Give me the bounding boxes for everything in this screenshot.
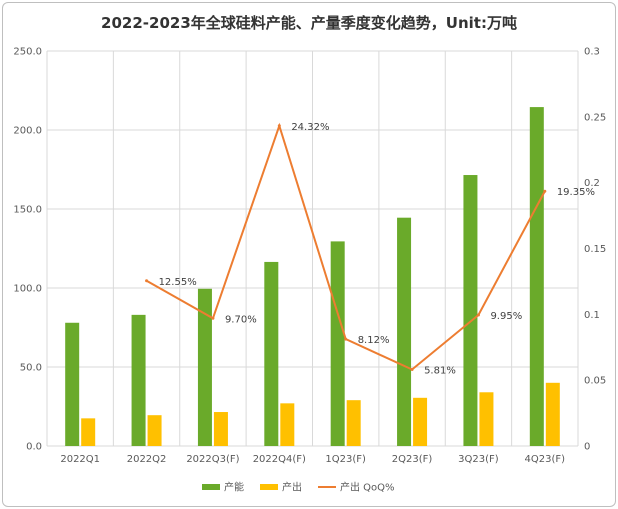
legend-label: 产能 [224, 481, 244, 494]
bar-output [81, 418, 96, 446]
bar-output [545, 382, 560, 446]
bar-capacity [397, 217, 412, 446]
qoq-data-label: 12.55% [159, 277, 197, 288]
qoq-data-label: 9.95% [490, 311, 522, 322]
y-right-tick-label: 0.25 [584, 112, 606, 123]
qoq-data-label: 8.12% [358, 335, 390, 346]
qoq-data-label: 24.32% [291, 122, 329, 133]
y-left-tick-label: 150.0 [13, 205, 42, 216]
qoq-point [211, 316, 215, 320]
bar-output [479, 392, 494, 446]
y-right-tick-label: 0 [584, 442, 590, 453]
x-tick-label: 2022Q4(F) [253, 454, 306, 465]
x-tick-label: 1Q23(F) [325, 454, 366, 465]
x-tick-label: 2022Q1 [60, 454, 100, 465]
qoq-data-label: 5.81% [424, 366, 456, 377]
x-tick-label: 2022Q3(F) [186, 454, 239, 465]
line-series: 12.55% 9.70% 24.32% 8.12% 5.81% 9.95% 19.35% [145, 122, 595, 377]
qoq-point [277, 124, 281, 128]
qoq-point [410, 368, 414, 372]
bar-capacity [529, 107, 544, 446]
bar-output [413, 397, 428, 446]
bar-output [213, 412, 228, 446]
axes: 0.0 50.0 100.0 150.0 200.0 250.0 0 0.05 0.1 0.15 0… [13, 47, 606, 466]
y-left-tick-label: 100.0 [13, 284, 42, 295]
bar-output [147, 415, 162, 446]
y-left-tick-label: 0.0 [26, 442, 42, 453]
y-left-tick-label: 250.0 [13, 47, 42, 58]
legend-label: 产出 [282, 481, 302, 494]
y-left-tick-label: 50.0 [20, 363, 42, 374]
legend-label: 产出 QoQ% [340, 481, 395, 494]
qoq-data-label: 9.70% [225, 314, 257, 325]
x-tick-label: 2022Q2 [127, 454, 167, 465]
qoq-point [145, 279, 149, 283]
x-tick-label: 2Q23(F) [392, 454, 433, 465]
bar-capacity [463, 175, 478, 446]
qoq-point [344, 337, 348, 341]
x-tick-label: 4Q23(F) [525, 454, 566, 465]
bar-capacity [330, 241, 345, 446]
legend: 产能 产出 产出 QoQ% [202, 481, 395, 494]
x-tick-label: 3Q23(F) [458, 454, 499, 465]
y-right-tick-label: 0.05 [584, 376, 606, 387]
bar-capacity [65, 322, 80, 446]
bar-output [280, 403, 295, 446]
bar-capacity [264, 261, 279, 446]
y-left-tick-label: 200.0 [13, 126, 42, 137]
qoq-point [543, 189, 547, 193]
y-right-tick-label: 0.1 [584, 310, 600, 321]
legend-swatch [202, 484, 220, 490]
legend-swatch [260, 484, 278, 490]
qoq-data-label: 19.35% [557, 187, 595, 198]
gridlines [46, 50, 579, 447]
bar-series [65, 107, 560, 446]
qoq-point [476, 313, 480, 317]
bar-capacity [131, 314, 146, 446]
y-right-tick-label: 0.2 [584, 178, 600, 189]
chart-title: 2022-2023年全球硅料产能、产量季度变化趋势，Unit:万吨 [101, 14, 517, 32]
y-right-tick-label: 0.15 [584, 244, 606, 255]
bar-output [346, 400, 361, 446]
bar-capacity [197, 288, 212, 446]
y-right-tick-label: 0.3 [584, 47, 600, 58]
